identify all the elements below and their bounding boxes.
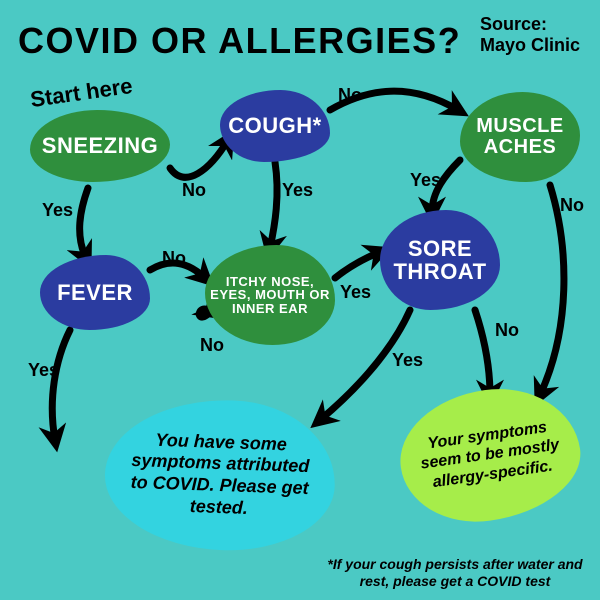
edge-label-3: No [338,85,362,106]
footnote: *If your cough persists after water and … [320,556,590,590]
edge-label-7: Yes [340,282,371,303]
edge-label-4: No [162,248,186,269]
result-allergy: Your symptoms seem to be mostly allergy-… [392,378,588,532]
source-block: Source: Mayo Clinic [480,14,580,55]
edge-label-11: No [495,320,519,341]
edge-label-9: No [560,195,584,216]
node-muscle: Muscle aches [460,92,580,182]
node-itchy: Itchy nose, eyes, mouth or inner ear [205,245,335,345]
edge-label-2: Yes [282,180,313,201]
edge-label-1: No [182,180,206,201]
result-covid: You have some symptoms attributed to COV… [102,396,337,554]
edge-arrow-11 [475,310,490,395]
edge-label-0: Yes [42,200,73,221]
node-sneezing: Sneezing [30,110,170,182]
infographic-canvas: COVID Or Allergies? Source: Mayo Clinic … [0,0,600,600]
source-label: Source: [480,14,580,35]
edge-arrow-9 [540,185,564,395]
node-fever: Fever [40,255,150,330]
start-here-label: Start here [29,73,134,113]
edge-arrow-1 [170,140,228,177]
source-value: Mayo Clinic [480,35,580,56]
edge-label-8: Yes [410,170,441,191]
page-title: COVID Or Allergies? [18,20,461,62]
edge-arrow-7 [335,252,380,278]
edge-arrow-5 [52,330,70,440]
node-sorethroat: Sore throat [380,210,500,310]
edge-label-10: Yes [392,350,423,371]
edge-label-5: Yes [28,360,59,381]
node-cough: Cough* [220,90,330,162]
edge-label-6: No [200,335,224,356]
edge-arrow-2 [270,162,277,248]
edge-arrow-0 [80,188,88,258]
